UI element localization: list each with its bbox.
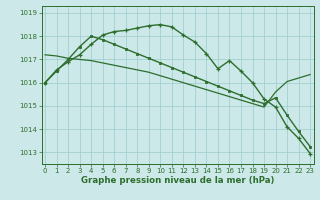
X-axis label: Graphe pression niveau de la mer (hPa): Graphe pression niveau de la mer (hPa): [81, 176, 274, 185]
